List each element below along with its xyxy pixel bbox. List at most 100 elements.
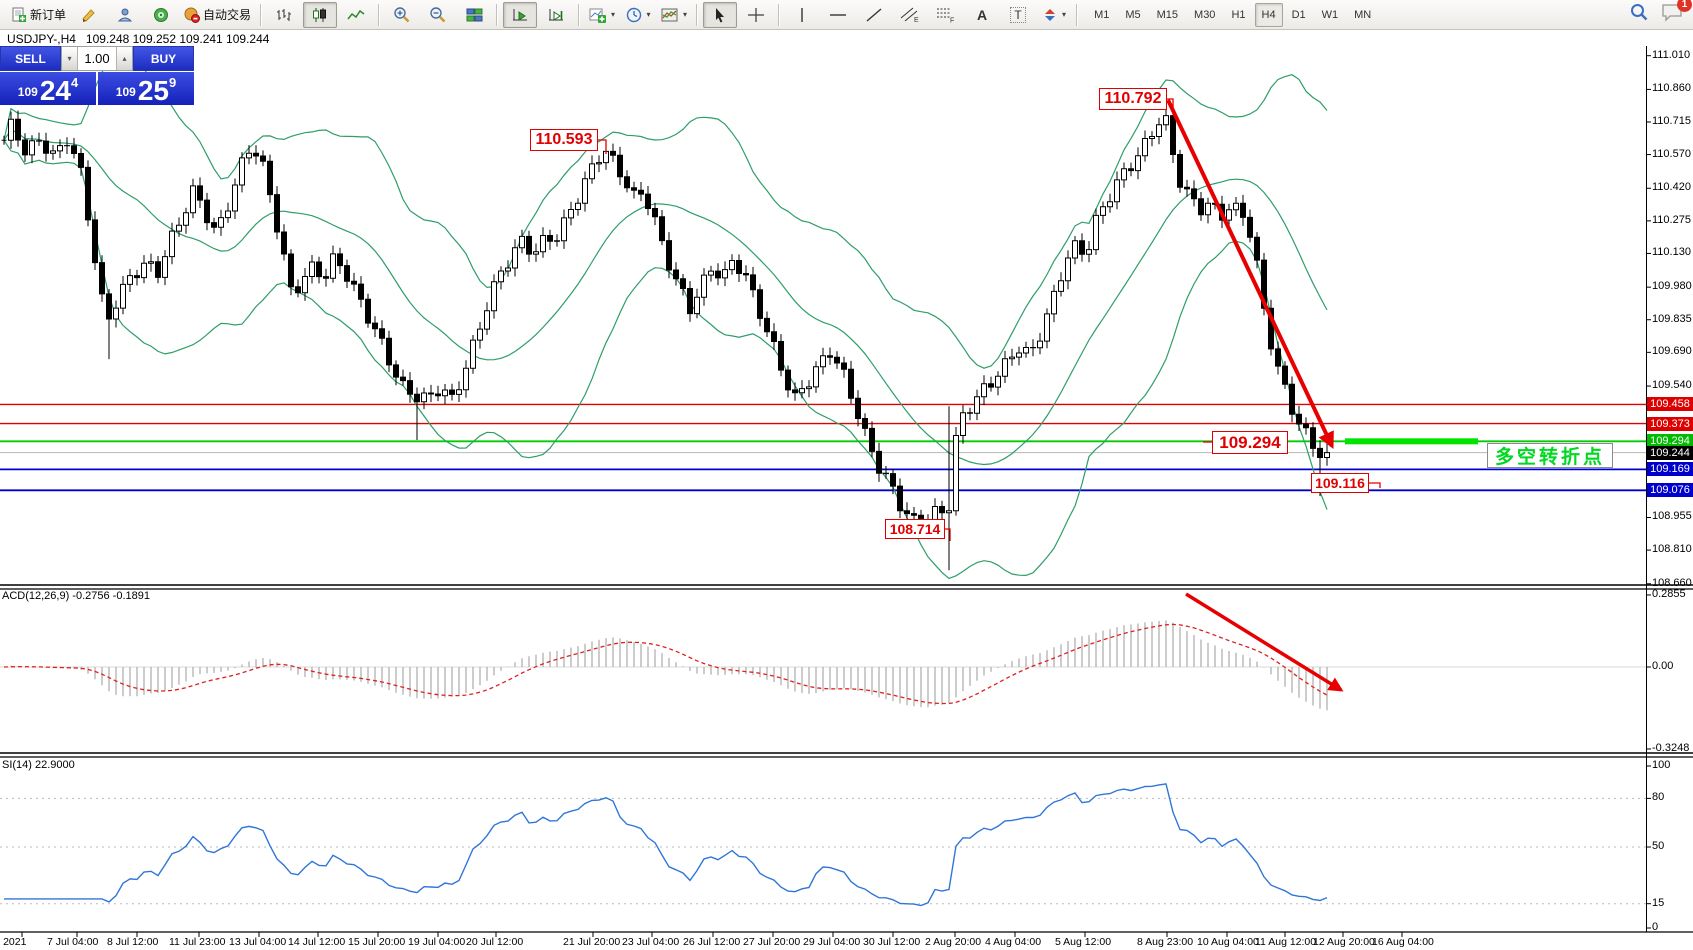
fibonacci-icon: F [936, 6, 956, 23]
channel-tool[interactable]: E [893, 2, 927, 28]
timeframe-m30[interactable]: M30 [1194, 8, 1216, 21]
arrows-tool[interactable]: ▾ [1037, 2, 1071, 28]
price-annotation[interactable]: 109.116 [1311, 473, 1369, 493]
price-tick: 109.980 [1652, 280, 1692, 293]
price-badge: 109.294 [1647, 434, 1693, 449]
search-icon[interactable] [1629, 2, 1649, 22]
zoom-in-button[interactable] [385, 2, 419, 28]
crosshair-icon [747, 7, 765, 23]
time-label: ul 2021 [0, 936, 27, 948]
turning-point-label[interactable]: 多空转折点 [1487, 443, 1613, 468]
price-tick: 111.010 [1652, 48, 1691, 61]
time-label: 20 Jul 12:00 [466, 936, 524, 948]
vertical-line-icon [797, 7, 807, 23]
profile-button[interactable] [108, 2, 142, 28]
candlestick-chart-button[interactable] [303, 1, 338, 28]
volume-input[interactable]: 1.00 [84, 51, 110, 66]
volume-decrease-button[interactable]: ▾ [62, 47, 78, 70]
buy-price-sup: 9 [168, 75, 177, 90]
timeframe-h1[interactable]: H1 [1231, 8, 1246, 21]
text-label-tool[interactable]: T [1001, 2, 1035, 28]
templates-button[interactable]: ▾ [657, 2, 691, 28]
price-annotation[interactable]: 108.714 [885, 519, 945, 539]
new-order-icon [11, 7, 27, 23]
trendline-icon [865, 7, 883, 23]
horizontal-line-tool[interactable] [821, 2, 855, 28]
trendline-tool[interactable] [857, 2, 891, 28]
time-label: 29 Jul 04:00 [803, 936, 861, 948]
signal-button[interactable] [144, 2, 178, 28]
price-tick: 108.810 [1652, 543, 1692, 556]
indicators-caret: ▾ [611, 10, 616, 19]
templates-caret: ▾ [683, 10, 688, 19]
zoom-out-button[interactable] [421, 2, 455, 28]
macd-tick: 0.00 [1652, 660, 1674, 672]
toolbar-separator [378, 3, 381, 26]
timeframe-w1[interactable]: W1 [1321, 8, 1339, 21]
candlestick-chart-icon [311, 7, 329, 23]
time-label: 16 Aug 04:00 [1372, 936, 1434, 948]
crosshair-tool-button[interactable] [72, 2, 106, 28]
autotrade-button[interactable]: 自动交易 [180, 2, 255, 28]
fibonacci-tool[interactable]: F [929, 2, 963, 28]
macd-label: ACD(12,26,9) -0.2756 -0.1891 [2, 590, 150, 602]
time-label: 11 Aug 12:00 [1255, 936, 1317, 948]
notifications-button[interactable]: 1 [1661, 0, 1692, 22]
sell-price-display[interactable]: 109 24 4 [0, 72, 96, 105]
templates-icon [661, 7, 679, 23]
price-badge: 109.169 [1647, 462, 1693, 477]
price-annotation[interactable]: 110.593 [530, 129, 598, 151]
rsi-tick: 100 [1652, 759, 1671, 771]
text-label-icon: T [1010, 6, 1026, 23]
price-badge: 109.458 [1647, 397, 1693, 412]
price-badge: 109.244 [1647, 445, 1693, 460]
symbol-period-label: USDJPY-,H4 [7, 32, 76, 46]
macd-tick: 0.2855 [1652, 587, 1686, 600]
price-tick: 109.540 [1652, 379, 1692, 392]
text-tool[interactable]: A [965, 2, 999, 28]
indicators-icon [589, 7, 607, 23]
indicators-button[interactable]: ▾ [585, 2, 619, 28]
bar-chart-button[interactable] [267, 2, 301, 28]
price-tick: 110.275 [1652, 213, 1691, 226]
toolbar-separator [778, 3, 781, 26]
toolbar-separator [578, 3, 581, 26]
timeframe-d1[interactable]: D1 [1291, 8, 1306, 21]
periods-button[interactable]: ▾ [621, 2, 655, 28]
buy-button[interactable]: BUY [133, 46, 194, 71]
one-click-trading-panel: SELL ▾ 1.00 ▴ BUY 109 24 4 109 25 9 [0, 46, 194, 105]
sell-button[interactable]: SELL [0, 46, 61, 71]
zoom-out-icon [429, 6, 447, 23]
toolbar-separator [496, 3, 499, 26]
signal-icon [153, 7, 169, 23]
sell-price-big: 24 [39, 75, 71, 107]
price-tick: 110.420 [1652, 181, 1691, 194]
profile-icon [117, 7, 133, 23]
buy-price-display[interactable]: 109 25 9 [98, 72, 194, 105]
time-label: 23 Jul 04:00 [622, 936, 680, 948]
timeframe-m5[interactable]: M5 [1125, 8, 1141, 21]
time-label: 26 Jul 12:00 [683, 936, 741, 948]
timeframe-m15[interactable]: M15 [1156, 8, 1179, 21]
timeframe-m1[interactable]: M1 [1094, 8, 1110, 21]
macd-tick: -0.3248 [1652, 741, 1690, 754]
price-annotation[interactable]: 110.792 [1099, 88, 1167, 110]
timeframe-h4[interactable]: H4 [1254, 2, 1283, 27]
price-annotation[interactable]: 109.294 [1212, 431, 1288, 454]
chart-shift-icon [547, 7, 565, 23]
tile-windows-icon [466, 7, 483, 23]
auto-scroll-button[interactable] [503, 1, 538, 28]
line-chart-button[interactable] [339, 2, 373, 28]
vertical-line-tool[interactable] [785, 2, 819, 28]
sell-price-sup: 4 [70, 75, 79, 90]
tile-windows-button[interactable] [457, 2, 491, 28]
bar-chart-icon [275, 7, 293, 23]
new-order-button[interactable]: 新订单 [7, 2, 70, 28]
buy-price-prefix: 109 [115, 85, 136, 99]
volume-increase-button[interactable]: ▴ [116, 47, 132, 70]
timeframe-mn[interactable]: MN [1354, 8, 1372, 21]
crosshair-button[interactable] [739, 2, 773, 28]
cursor-tool-button[interactable] [703, 1, 738, 28]
chart-shift-button[interactable] [539, 2, 573, 28]
